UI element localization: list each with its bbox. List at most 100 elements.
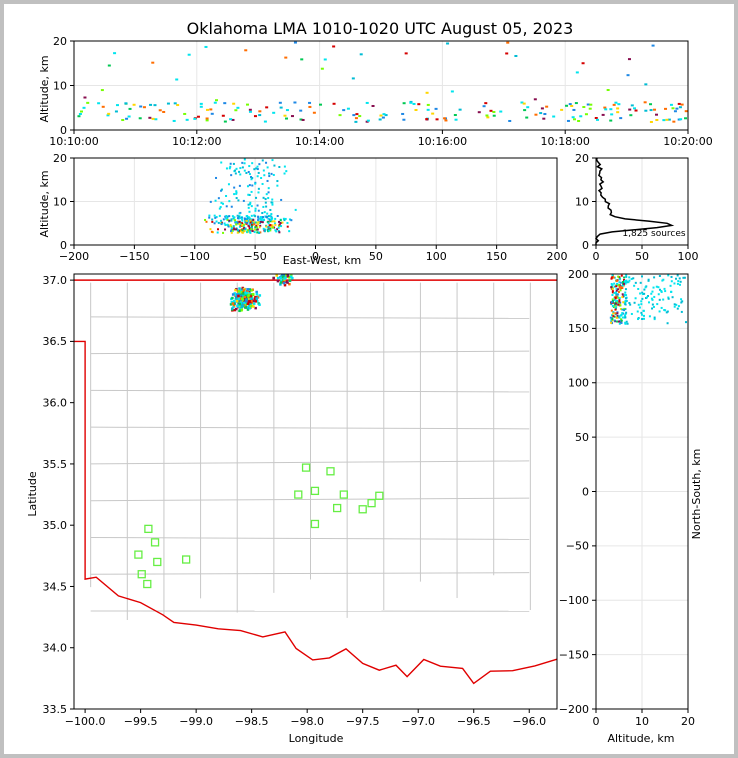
lightning-source — [252, 221, 255, 224]
lightning-source — [499, 110, 503, 113]
lightning-source — [246, 291, 249, 295]
lightning-source — [613, 276, 616, 279]
lightning-source — [278, 166, 281, 169]
lightning-source — [256, 295, 260, 299]
county-line — [90, 426, 530, 430]
lightning-source — [258, 226, 261, 229]
lightning-source — [282, 217, 285, 220]
lightning-source — [637, 287, 640, 290]
lightning-source — [235, 296, 238, 299]
lightning-source — [257, 221, 260, 224]
lightning-source — [664, 309, 667, 312]
lightning-source — [384, 114, 388, 117]
lightning-source — [670, 290, 673, 293]
lightning-source — [290, 219, 293, 222]
lightning-source — [247, 170, 250, 173]
lightning-source — [275, 230, 278, 233]
lightning-source — [241, 292, 245, 295]
y-tick-label: 0 — [582, 239, 589, 252]
lightning-source — [402, 102, 406, 105]
lightning-source — [286, 274, 290, 278]
lightning-source — [277, 230, 280, 233]
altitude-histogram-panel: 0 50 100 0 10 20 — [575, 152, 699, 263]
lightning-source — [571, 116, 575, 119]
lightning-source — [208, 214, 211, 217]
lightning-source — [230, 231, 233, 234]
lightning-source — [404, 52, 408, 55]
lightning-source — [634, 109, 638, 112]
lightning-source — [619, 320, 622, 323]
lightning-source — [249, 203, 252, 206]
x-tick-label: −96.5 — [457, 715, 491, 728]
lightning-source — [77, 115, 81, 118]
lightning-source — [240, 288, 244, 291]
lightning-source — [647, 279, 650, 282]
lightning-source — [229, 303, 233, 306]
x-tick-label: −97.0 — [401, 715, 435, 728]
lightning-source — [224, 215, 227, 218]
lightning-source — [628, 279, 631, 282]
lightning-source — [675, 277, 678, 280]
lightning-source — [615, 289, 618, 292]
lightning-source — [235, 192, 238, 195]
lightning-source — [613, 303, 616, 306]
lightning-source — [653, 276, 656, 279]
lightning-source — [619, 301, 622, 304]
lma-station-marker — [137, 570, 146, 579]
lightning-source — [215, 220, 218, 223]
lightning-source — [235, 223, 238, 226]
lightning-source — [218, 207, 221, 210]
lightning-source — [273, 220, 276, 223]
county-line — [90, 389, 530, 393]
figure-frame — [4, 4, 734, 754]
lightning-source — [435, 118, 439, 121]
lightning-source — [246, 288, 250, 291]
lightning-source — [222, 231, 225, 234]
lightning-source — [213, 214, 216, 217]
lightning-source — [523, 109, 527, 112]
y-tick-label: 0 — [60, 124, 67, 137]
lightning-source — [265, 161, 268, 164]
lightning-source — [231, 293, 235, 296]
lightning-source — [584, 113, 588, 116]
lightning-source — [246, 302, 250, 305]
lightning-source — [425, 91, 429, 94]
lightning-source — [618, 284, 621, 287]
lightning-source — [271, 224, 274, 227]
lightning-source — [250, 225, 253, 228]
lightning-source — [628, 108, 632, 111]
lightning-source — [243, 298, 246, 301]
lightning-source — [586, 103, 590, 106]
lightning-source — [278, 225, 281, 228]
lightning-source — [230, 307, 234, 310]
lightning-source — [286, 221, 289, 224]
chart-title: Oklahoma LMA 1010-1020 UTC August 05, 20… — [187, 19, 574, 38]
lightning-source — [234, 294, 238, 297]
lightning-source — [107, 64, 111, 67]
lightning-source — [154, 118, 158, 121]
lightning-source — [256, 165, 259, 168]
lightning-source — [611, 318, 614, 321]
lightning-source — [618, 297, 621, 300]
lightning-source — [645, 296, 648, 299]
lightning-source — [238, 292, 241, 296]
lightning-source — [276, 180, 279, 183]
lightning-source — [682, 276, 685, 279]
lightning-source — [208, 216, 211, 219]
x-tick-label: 50 — [369, 250, 383, 263]
lightning-source — [283, 114, 287, 117]
lightning-source — [276, 184, 279, 187]
lightning-source — [249, 294, 253, 298]
lightning-source — [236, 217, 239, 220]
y-tick-label: −100 — [559, 594, 589, 607]
lightning-source — [680, 298, 683, 301]
lightning-source — [259, 231, 262, 234]
lightning-source — [613, 291, 616, 294]
lightning-source — [618, 299, 621, 302]
plan-view-map-panel: −100.0 −99.5 −99.0 −98.5 −98.0 −97.5 −97.0 −96.… — [43, 273, 558, 728]
lightning-source — [653, 108, 657, 111]
lma-station-marker — [144, 524, 153, 534]
lightning-source — [100, 89, 104, 92]
lightning-source — [482, 105, 486, 108]
lightning-source — [577, 120, 581, 123]
